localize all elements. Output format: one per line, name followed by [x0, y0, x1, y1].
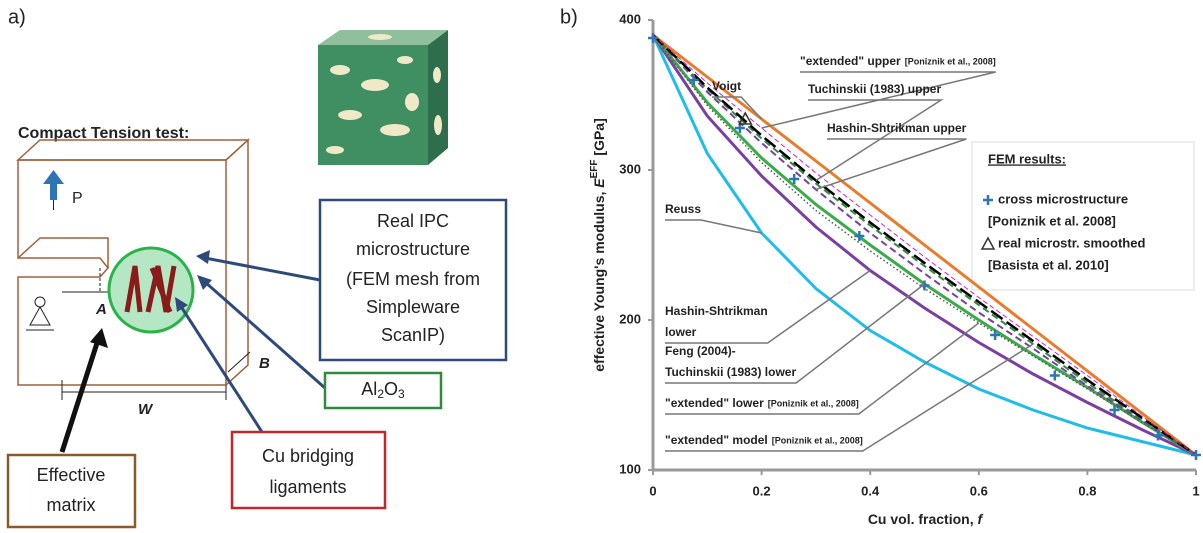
y-title-symbol: E: [591, 178, 607, 188]
microstructure-cube: [318, 30, 448, 165]
x-axis-title: Cu vol. fraction, f: [868, 511, 984, 527]
al2o3-label: Al2O3: [361, 379, 405, 401]
annotation: Reuss: [665, 202, 701, 216]
box-text: Effective: [37, 465, 106, 485]
cu-box: [230, 430, 387, 510]
y-tick-label: 400: [619, 11, 641, 26]
legend-label: real microstr. smoothed: [998, 235, 1145, 250]
leader-line: [761, 71, 996, 129]
leader-line: [712, 96, 763, 120]
y-tick-label: 200: [619, 311, 641, 326]
y-tick-label: 300: [619, 161, 641, 176]
y-tick-label: 100: [619, 461, 641, 476]
annotation-ref: [Poniznik et al., 2008]: [905, 56, 996, 66]
dimension-b: B: [259, 355, 270, 372]
annotation: Tuchinskii (1983) upper: [808, 82, 941, 96]
annotation: Feng (2004)-: [665, 344, 736, 358]
dimension-w: W: [138, 401, 154, 418]
legend-ref: [Basista et al. 2010]: [988, 257, 1109, 272]
load-arrow: [43, 170, 64, 210]
legend-title: FEM results:: [988, 151, 1066, 166]
x-tick-label: 1: [1192, 483, 1199, 498]
leader-line: [815, 138, 967, 191]
plus-marker: [1109, 405, 1120, 415]
panel-label: b): [560, 6, 578, 28]
leader-line: [665, 269, 871, 344]
box-text: Simpleware: [366, 297, 460, 317]
x-tick-label: 0.2: [753, 483, 771, 498]
plus-marker: [789, 174, 800, 184]
plus-marker: [1152, 430, 1163, 441]
series-line: [652, 34, 1197, 456]
annotation: Hashin-Shtrikman upper: [827, 121, 967, 135]
annotation: Tuchinskii (1983) lower: [665, 365, 796, 379]
panel-label: a): [8, 6, 26, 28]
crack-region: [107, 246, 195, 334]
y-title-unit: [GPa]: [591, 118, 607, 155]
series-line: [652, 33, 1197, 457]
leader-line: [665, 219, 762, 234]
plus-marker: [990, 330, 1001, 340]
annotation: lower: [665, 325, 697, 339]
series-line: [652, 34, 1197, 456]
specimen: [16, 138, 250, 386]
series-line: [652, 34, 1197, 457]
annotation-ref: [Poniznik et al., 2008]: [768, 398, 859, 408]
y-title-text: effective Young's modulus,: [591, 192, 607, 372]
pointer-arrows: [59, 250, 326, 453]
y-axis-title: effective Young's modulus, EEFF [GPa]: [585, 118, 607, 372]
leader-line: [808, 99, 944, 182]
box-text: Cu bridging: [262, 446, 354, 466]
matrix-box: [6, 453, 137, 529]
x-tick-label: 0: [649, 483, 656, 498]
leader-line: [665, 322, 980, 415]
al2o3-part: 3: [398, 387, 405, 401]
box-text: (FEM mesh from: [346, 269, 480, 289]
x-title-text: Cu vol. fraction,: [868, 511, 974, 527]
annotation-ref: [Poniznik et al., 2008]: [772, 435, 863, 445]
plus-marker: [688, 75, 699, 85]
annotation: "extended" model: [665, 433, 768, 447]
plus-marker: [983, 195, 993, 205]
plus-marker: [919, 280, 930, 291]
legend-box: [971, 141, 1195, 291]
al2o3-part: Al: [361, 379, 377, 399]
box-text: matrix: [47, 495, 96, 515]
x-tick-label: 0.6: [970, 483, 988, 498]
series-line: [651, 34, 1197, 457]
annotation: Hashin-Shtrikman: [665, 304, 768, 318]
leader-line: [665, 343, 1034, 452]
x-title-symbol: f: [978, 511, 984, 527]
box-text: ScanIP): [381, 325, 445, 345]
triangle-marker: [738, 111, 753, 125]
annotation: "extended" lower: [665, 396, 764, 410]
diagram-title: Compact Tension test:: [18, 125, 189, 142]
legend-label: cross microstructure: [998, 191, 1128, 206]
legend-ref: [Poniznik et al. 2008]: [988, 213, 1116, 228]
load-label: P: [72, 190, 83, 207]
triangle-marker: [980, 236, 996, 250]
plus-marker: [854, 231, 865, 241]
series-line: [651, 34, 1197, 457]
x-tick-label: 0.8: [1078, 483, 1096, 498]
annotation: Voigt: [712, 79, 741, 93]
dimension-a: A: [95, 301, 107, 318]
box-text: ligaments: [269, 477, 346, 497]
plus-marker: [1191, 450, 1201, 460]
annotation: "extended" upper: [800, 54, 901, 68]
box-text: Real IPC: [377, 211, 449, 231]
plus-marker: [1049, 370, 1060, 381]
leader-line: [665, 283, 925, 384]
box-text: microstructure: [356, 239, 470, 259]
al2o3-part: O: [384, 379, 398, 399]
plus-marker: [648, 33, 658, 43]
y-title-sup: EFF: [589, 159, 600, 178]
al2o3-part: 2: [377, 387, 384, 401]
x-tick-label: 0.4: [861, 483, 880, 498]
ipc-box: [318, 198, 508, 362]
al2o3-box: [323, 371, 443, 410]
